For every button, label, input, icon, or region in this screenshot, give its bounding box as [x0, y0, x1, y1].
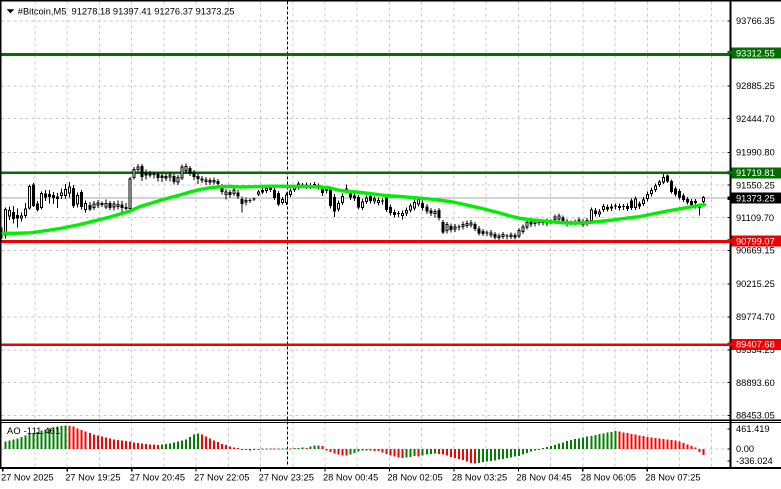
svg-text:90799.07: 90799.07: [736, 236, 775, 246]
svg-text:92444.70: 92444.70: [736, 114, 775, 124]
svg-text:27 Nov 23:25: 27 Nov 23:25: [259, 472, 314, 482]
svg-text:93766.35: 93766.35: [736, 16, 775, 26]
svg-text:88893.60: 88893.60: [736, 378, 775, 388]
svg-text:93312.55: 93312.55: [736, 48, 775, 58]
svg-text:28 Nov 00:45: 28 Nov 00:45: [323, 472, 378, 482]
svg-text:#Bitcoin,M5 91278.18 91397.41: #Bitcoin,M5 91278.18 91397.41 91276.37 9…: [18, 6, 235, 16]
svg-text:89774.70: 89774.70: [736, 312, 775, 322]
svg-text:-336.024: -336.024: [736, 456, 773, 466]
svg-text:88453.05: 88453.05: [736, 411, 775, 421]
svg-text:91719.81: 91719.81: [736, 168, 775, 178]
svg-text:91373.25: 91373.25: [736, 194, 775, 204]
svg-text:461.419: 461.419: [736, 424, 770, 434]
svg-text:27 Nov 19:25: 27 Nov 19:25: [65, 472, 120, 482]
svg-text:28 Nov 03:25: 28 Nov 03:25: [452, 472, 507, 482]
svg-text:89407.68: 89407.68: [736, 340, 775, 350]
svg-text:28 Nov 02:05: 28 Nov 02:05: [387, 472, 442, 482]
svg-text:28 Nov 07:25: 28 Nov 07:25: [645, 472, 700, 482]
svg-text:28 Nov 04:45: 28 Nov 04:45: [516, 472, 571, 482]
svg-text:28 Nov 06:05: 28 Nov 06:05: [581, 472, 636, 482]
svg-text:92885.25: 92885.25: [736, 81, 775, 91]
svg-text:AO -111.461: AO -111.461: [7, 426, 61, 436]
svg-text:90669.15: 90669.15: [736, 246, 775, 256]
svg-text:27 Nov 20:45: 27 Nov 20:45: [130, 472, 185, 482]
svg-text:89334.25: 89334.25: [736, 345, 775, 355]
svg-text:27 Nov 2025: 27 Nov 2025: [1, 472, 54, 482]
svg-text:27 Nov 22:05: 27 Nov 22:05: [194, 472, 249, 482]
svg-text:91990.80: 91990.80: [736, 148, 775, 158]
svg-text:91109.70: 91109.70: [736, 213, 774, 223]
svg-text:0.00: 0.00: [736, 444, 754, 454]
svg-text:91550.25: 91550.25: [736, 180, 775, 190]
svg-text:90215.25: 90215.25: [736, 279, 775, 289]
